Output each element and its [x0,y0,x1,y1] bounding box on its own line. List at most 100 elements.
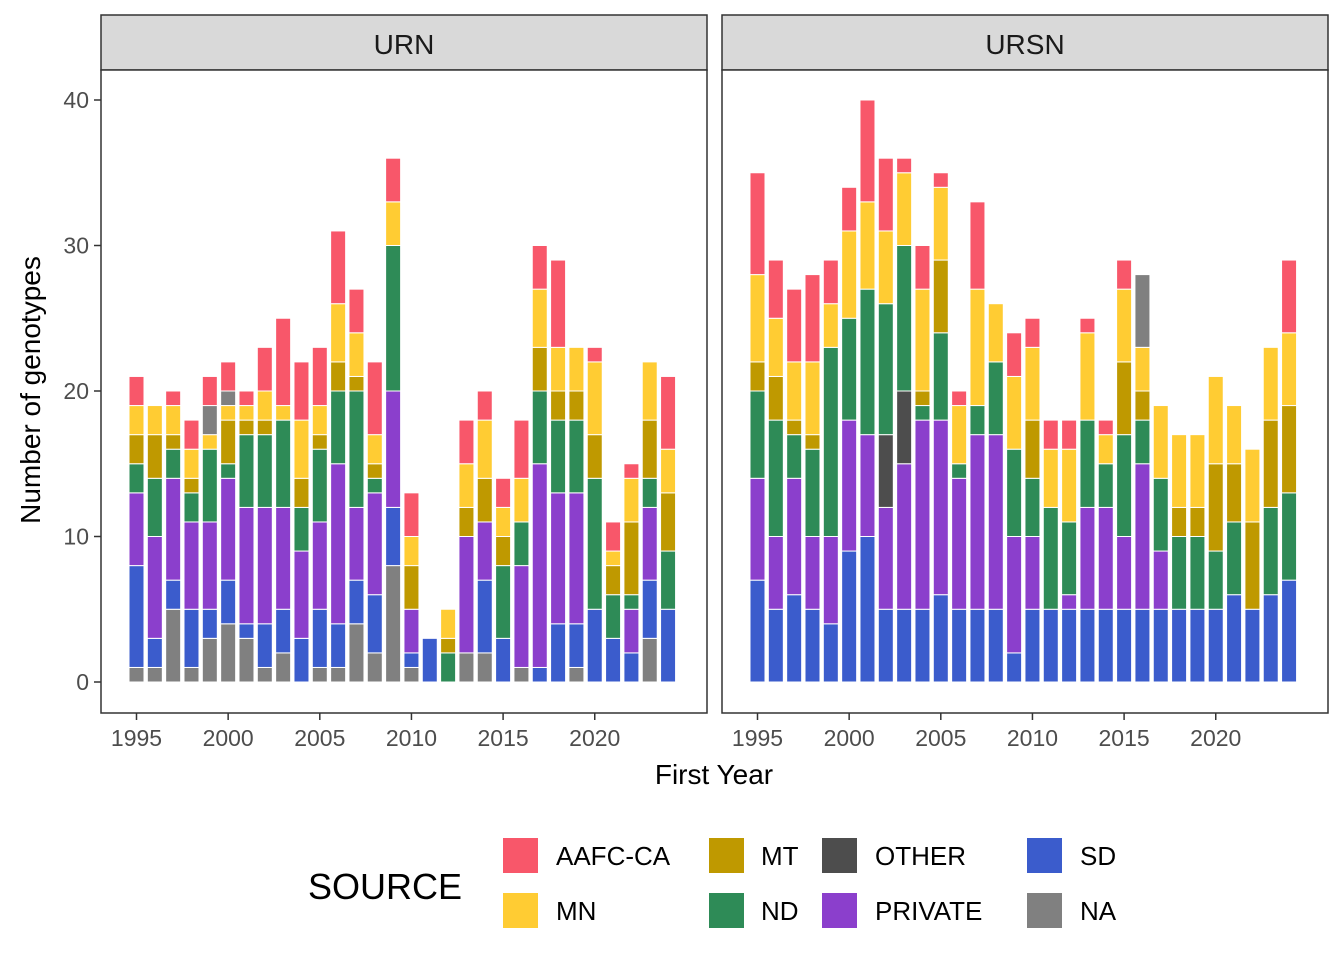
bar-segment-private-2017 [1152,550,1169,610]
bar-segment-mn-2017 [531,288,548,348]
bar-segment-mn-2002 [256,390,273,421]
bar-segment-mn-2020 [586,361,603,436]
bar-segment-nd-2001 [238,434,255,508]
bar-segment-mn-2023 [641,361,658,421]
bar-segment-private-1997 [165,477,182,581]
bar-segment-nd-2014 [1097,463,1114,508]
legend-swatch [709,838,744,873]
x-tick-label: 1995 [111,725,162,751]
y-axis-ticks: 0 10 20 30 40 [63,87,101,695]
bar-segment-mt-2007 [348,375,365,392]
bar-segment-private-2006 [330,463,347,625]
legend-label: MT [761,841,799,871]
bar-segment-private-1995 [128,492,145,567]
bar-segment-nd-2021 [605,594,622,639]
bar-segment-sd-1996 [146,637,163,668]
bar-segment-sd-1996 [767,608,784,683]
x-tick-label: 2010 [1007,725,1058,751]
bar-segment-nd-2009 [385,245,402,392]
bar-segment-nd-2009 [1006,448,1023,538]
bar-segment-mt-2014 [476,477,493,523]
bar-segment-sd-2022 [1244,608,1261,683]
bar-segment-mt-2015 [1116,361,1133,436]
bar-segment-private-2018 [550,492,567,625]
bar-segment-na-2002 [256,666,273,683]
bar-segment-nd-2008 [987,361,1004,436]
bar-segment-mt-2022 [1244,521,1261,610]
bar-segment-mn-2016 [513,477,530,523]
bar-segment-mn-2017 [1152,405,1169,479]
facet-strip-label: URN [374,29,435,60]
x-tick-label: 2005 [915,725,966,751]
bar-segment-aafc-ca-2022 [623,463,640,479]
bar-segment-mn-2006 [951,405,968,465]
legend-swatch [822,838,857,873]
bar-segment-aafc-ca-1996 [767,259,784,319]
bar-segment-sd-2014 [1097,608,1114,683]
bar-segment-na-2005 [311,666,328,683]
bar-segment-mt-2020 [586,434,603,479]
bar-segment-mn-2004 [914,288,931,392]
bar-segment-sd-2024 [1281,579,1298,683]
bar-segment-sd-2019 [568,623,585,668]
bar-segment-na-1997 [165,608,182,683]
bar-segment-nd-1999 [822,346,839,537]
bar-segment-aafc-ca-2010 [1024,317,1041,348]
bar-segment-private-2009 [385,390,402,508]
bar-segment-sd-2019 [1189,608,1206,683]
bar-segment-sd-2007 [348,579,365,625]
bar-segment-nd-2017 [1152,477,1169,552]
bar-segment-mn-1997 [786,361,803,421]
legend-swatch [822,893,857,928]
bar-segment-sd-2016 [1134,608,1151,683]
bar-segment-sd-2005 [311,608,328,668]
bar-segment-private-2008 [987,434,1004,610]
bar-segment-nd-2022 [623,594,640,610]
bar-segment-mn-2010 [403,536,420,567]
legend-label: AAFC-CA [556,841,671,871]
legend-label: NA [1080,896,1117,926]
bar-segment-sd-1995 [749,579,766,683]
panel-border [721,69,1329,714]
bar-segment-sd-1995 [128,565,145,668]
bar-segment-mt-2008 [366,463,383,479]
bar-segment-private-1999 [822,536,839,625]
facet-strip-label: URSN [985,29,1064,60]
bar-segment-aafc-ca-1997 [165,390,182,407]
bar-segment-mt-2004 [293,477,310,508]
bar-segment-aafc-ca-2002 [256,346,273,392]
legend-label: ND [761,896,799,926]
bar-segment-mt-2004 [914,390,931,407]
bar-segment-sd-2010 [1024,608,1041,683]
bar-segment-mt-2018 [550,390,567,421]
bar-segment-nd-2018 [550,419,567,494]
bar-segment-nd-2016 [1134,419,1151,465]
bar-segment-nd-2002 [877,303,894,436]
x-tick-label: 2020 [1190,725,1241,751]
x-axis-ticks: 1995 2000 2005 2010 2015 2020 [111,713,620,751]
bar-segment-mn-2001 [238,405,255,421]
y-tick-label: 40 [63,87,89,113]
bar-segment-sd-2002 [877,608,894,683]
bar-segment-private-2003 [896,463,913,610]
bar-segment-sd-2007 [969,608,986,683]
bar-segment-aafc-ca-2009 [385,157,402,203]
bar-segment-mt-2024 [1281,405,1298,494]
bar-segment-nd-2020 [1207,550,1224,610]
bar-segment-mn-2013 [458,463,475,508]
bar-segment-nd-1998 [183,492,200,523]
bar-segment-mn-2016 [1134,346,1151,392]
bar-segment-sd-2017 [1152,608,1169,683]
bar-segment-sd-2005 [932,594,949,683]
bar-segment-mt-2012 [440,637,457,654]
bar-segment-mn-2020 [1207,375,1224,465]
bar-segment-aafc-ca-2005 [311,346,328,407]
bar-segment-nd-2006 [951,463,968,479]
bar-segment-private-2000 [220,477,237,581]
bar-segment-mn-2010 [1024,346,1041,421]
bar-segment-sd-2024 [660,608,677,683]
bar-segment-na-2008 [366,652,383,683]
bar-segment-mn-1999 [201,434,218,450]
bar-segment-private-1999 [201,521,218,610]
